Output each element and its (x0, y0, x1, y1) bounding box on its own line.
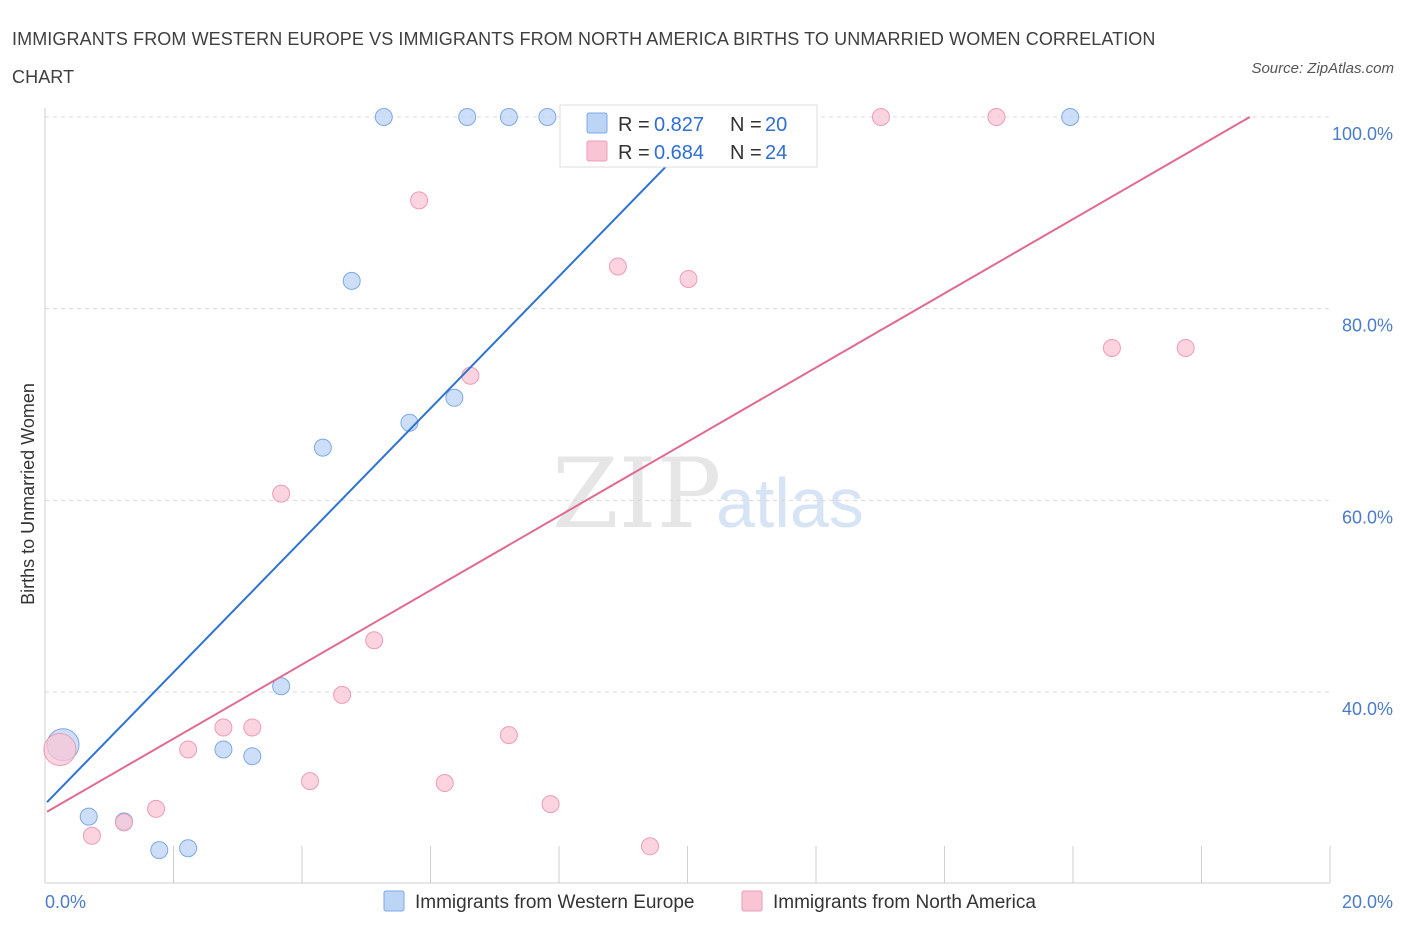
point-western-europe-5 (214, 740, 233, 759)
trend-line-north-america (46, 116, 1251, 813)
point-north-america-9 (333, 685, 352, 704)
point-western-europe-9 (342, 271, 361, 290)
legend-n-value-1: 20 (765, 114, 787, 136)
legend-r-value-2: 0.684 (654, 142, 704, 164)
point-western-europe-13 (458, 108, 477, 126)
watermark-atlas: atlas (716, 464, 864, 542)
source-label: Source: ZipAtlas.com (1251, 60, 1394, 77)
y-tick-label-100: 100.0% (1332, 124, 1393, 144)
point-north-america-17 (641, 837, 660, 856)
point-north-america-22 (1102, 338, 1121, 357)
point-north-america-0 (43, 733, 77, 766)
legend-n-label-2: N = (730, 142, 767, 164)
point-north-america-16 (608, 257, 627, 276)
stats-legend: R = 0.827 N = 20 R = 0.684 N = 24 (559, 104, 818, 168)
point-north-america-7 (272, 484, 291, 503)
point-western-europe-19 (1061, 108, 1080, 126)
y-tick-label-80: 80.0% (1342, 316, 1393, 336)
y-axis-label: Births to Unmarried Women (18, 383, 38, 605)
point-north-america-3 (147, 799, 166, 818)
point-western-europe-6 (243, 747, 262, 766)
legend-r-value-1: 0.827 (654, 114, 704, 136)
legend-n-label-1: N = (730, 114, 767, 136)
chart-title: IMMIGRANTS FROM WESTERN EUROPE VS IMMIGR… (12, 29, 1156, 87)
point-north-america-12 (435, 774, 454, 793)
point-western-europe-12 (445, 388, 464, 407)
point-north-america-20 (871, 108, 890, 126)
legend-r-label-2: R = (618, 142, 655, 164)
trend-line-western-europe (46, 116, 715, 803)
point-north-america-14 (499, 726, 518, 745)
point-north-america-6 (243, 718, 262, 737)
series-legend: Immigrants from Western Europe Immigrant… (383, 890, 1036, 913)
point-north-america-18 (679, 269, 698, 288)
watermark-zip: ZIP (552, 438, 721, 550)
y-tick-label-40: 40.0% (1342, 699, 1393, 719)
x-tick-label-min: 0.0% (45, 892, 86, 912)
point-north-america-11 (410, 191, 429, 210)
bottom-legend-swatch-western-europe (383, 890, 405, 912)
point-north-america-1 (82, 826, 101, 845)
point-western-europe-3 (150, 841, 169, 860)
y-tick-label-60: 60.0% (1342, 507, 1393, 527)
x-tick-label-max: 20.0% (1342, 892, 1393, 912)
point-western-europe-4 (179, 839, 198, 858)
legend-r-label-1: R = (618, 114, 655, 136)
point-western-europe-10 (374, 108, 393, 126)
point-western-europe-8 (313, 438, 332, 457)
x-ticks (44, 846, 1331, 883)
point-north-america-8 (301, 772, 320, 791)
point-north-america-10 (365, 631, 384, 650)
point-north-america-2 (114, 813, 133, 832)
point-western-europe-7 (272, 677, 291, 696)
point-north-america-13 (461, 366, 480, 385)
point-north-america-23 (1176, 338, 1195, 357)
point-north-america-15 (541, 795, 560, 814)
point-western-europe-1 (79, 807, 98, 826)
y-tick-labels: 40.0% 60.0% 80.0% 100.0% (1332, 124, 1393, 719)
bottom-legend-swatch-north-america (741, 890, 763, 912)
trend-lines (46, 116, 1251, 813)
point-north-america-21 (987, 108, 1006, 126)
bottom-legend-label-western-europe: Immigrants from Western Europe (415, 892, 694, 913)
point-north-america-5 (214, 718, 233, 737)
point-western-europe-15 (538, 108, 557, 126)
point-north-america-4 (179, 740, 198, 759)
legend-swatch-north-america (586, 140, 608, 162)
bottom-legend-label-north-america: Immigrants from North America (773, 892, 1036, 913)
point-western-europe-14 (499, 108, 518, 126)
legend-n-value-2: 24 (765, 142, 787, 164)
legend-swatch-western-europe (586, 112, 608, 134)
